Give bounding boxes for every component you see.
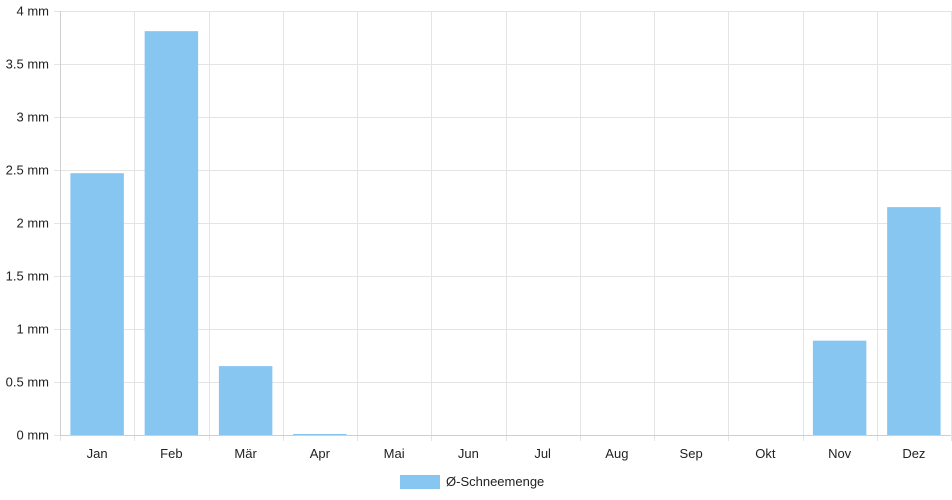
- x-tick-label: Jun: [458, 446, 479, 461]
- x-tick-label: Dez: [902, 446, 925, 461]
- y-tick-label: 1 mm: [17, 322, 50, 337]
- bar-mär[interactable]: [218, 366, 273, 435]
- x-tick-label: Nov: [828, 446, 852, 461]
- bar-nov[interactable]: [812, 340, 867, 435]
- legend-swatch[interactable]: [400, 475, 440, 489]
- bar-jan[interactable]: [70, 173, 124, 435]
- axes-group: [60, 11, 951, 436]
- x-tick-label: Jan: [87, 446, 108, 461]
- x-tick-label: Jul: [534, 446, 551, 461]
- x-tick-label: Mär: [234, 446, 257, 461]
- y-tick-label: 3.5 mm: [6, 57, 49, 72]
- y-tick-label: 2 mm: [17, 216, 50, 231]
- x-tick-label: Apr: [310, 446, 331, 461]
- y-tick-label: 3 mm: [17, 110, 50, 125]
- bar-feb[interactable]: [144, 31, 199, 435]
- y-tick-label: 4 mm: [17, 4, 50, 19]
- bar-apr[interactable]: [293, 433, 347, 435]
- x-tick-label: Aug: [605, 446, 628, 461]
- bars-group: [70, 31, 941, 435]
- y-axis-ticks: 0 mm 0.5 mm 1 mm 1.5 mm 2 mm 2.5 mm 3 mm 3.5 mm…: [6, 4, 49, 443]
- legend-label[interactable]: Ø-Schneemenge: [446, 474, 544, 489]
- bar-dez[interactable]: [887, 207, 941, 435]
- x-tick-label: Feb: [160, 446, 182, 461]
- x-tick-label: Okt: [755, 446, 776, 461]
- x-axis-ticks: Jan Feb Mär Apr Mai Jun Jul Aug Sep Okt Nov Dez: [87, 446, 926, 461]
- legend[interactable]: Ø-Schneemenge: [400, 474, 544, 489]
- y-tick-label: 0 mm: [17, 428, 50, 443]
- y-tick-label: 2.5 mm: [6, 163, 49, 178]
- y-tick-label: 0.5 mm: [6, 375, 49, 390]
- y-tick-label: 1.5 mm: [6, 269, 49, 284]
- x-tick-label: Sep: [680, 446, 703, 461]
- x-tick-label: Mai: [384, 446, 405, 461]
